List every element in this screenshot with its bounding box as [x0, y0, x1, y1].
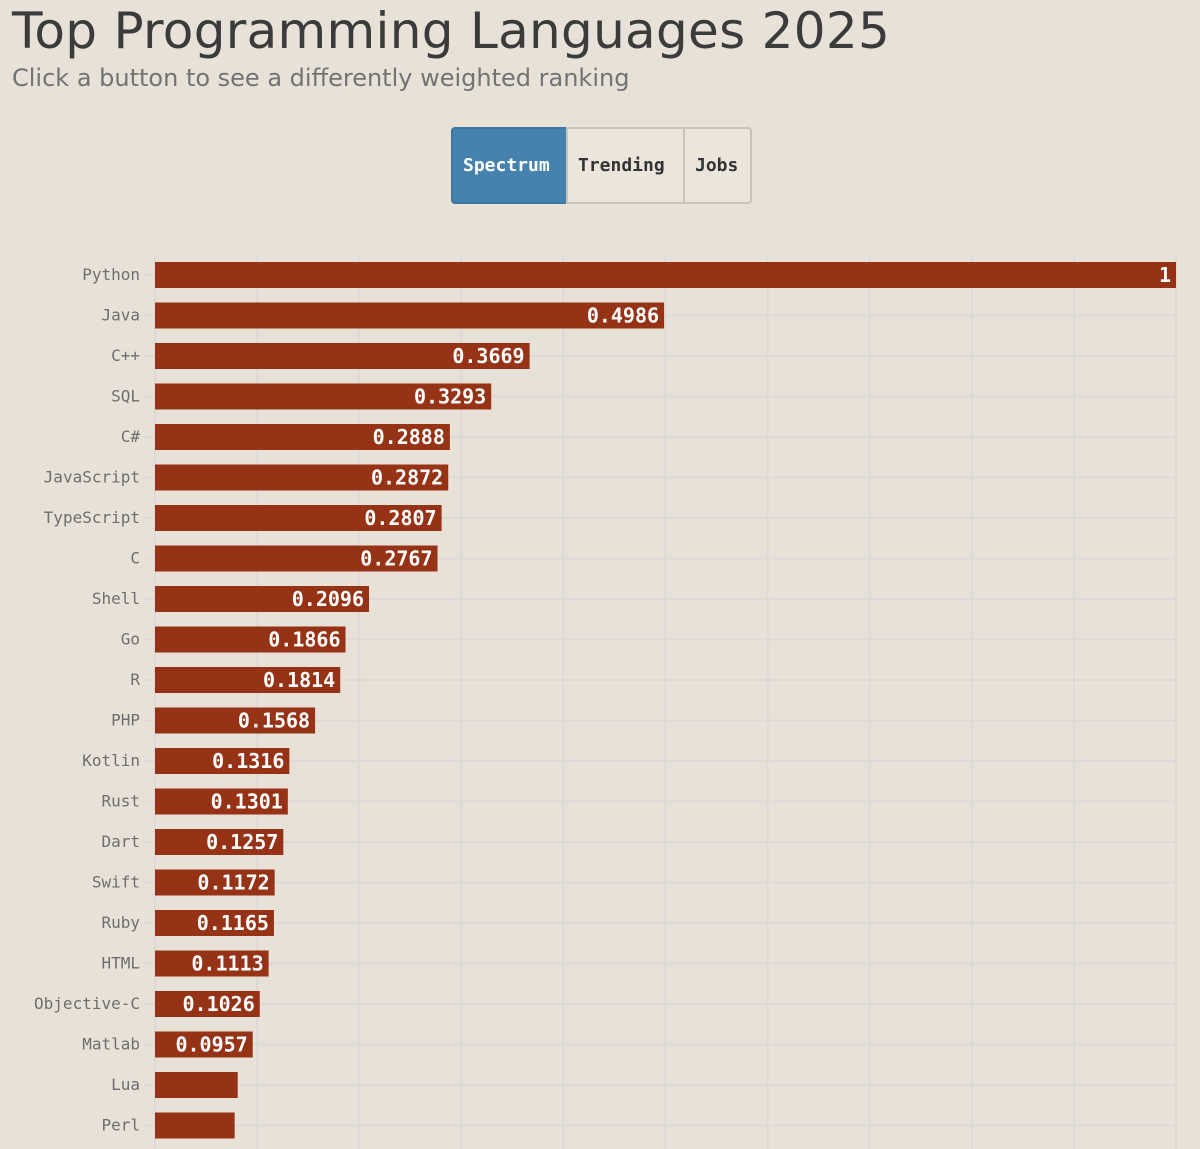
- value-label: 0.1568: [238, 709, 310, 733]
- trending-button[interactable]: Trending: [566, 127, 685, 204]
- category-label: Python: [82, 265, 140, 284]
- value-label: 0.1316: [212, 749, 284, 773]
- bar: [155, 262, 1176, 288]
- value-label: 0.1172: [197, 871, 269, 895]
- category-label: Rust: [101, 792, 140, 811]
- value-label: 0.3293: [414, 385, 486, 409]
- value-label: 1: [1159, 263, 1171, 287]
- jobs-button[interactable]: Jobs: [683, 127, 752, 204]
- value-label: 0.1814: [263, 668, 335, 692]
- value-label: 0.0957: [175, 1033, 247, 1057]
- value-label: 0.2888: [373, 425, 445, 449]
- bar: [155, 302, 665, 329]
- value-label: 0.1026: [183, 992, 255, 1016]
- bar: [155, 788, 288, 815]
- category-label: R: [130, 670, 140, 689]
- bar: [155, 626, 346, 653]
- bar: [155, 545, 438, 572]
- category-label: HTML: [101, 954, 140, 973]
- category-label: Ruby: [101, 913, 140, 932]
- bar: [155, 707, 316, 734]
- bar: [155, 343, 530, 369]
- category-label: Go: [121, 630, 140, 649]
- category-label: Kotlin: [82, 751, 140, 770]
- spectrum-button[interactable]: Spectrum: [451, 127, 568, 204]
- category-label: Dart: [101, 832, 140, 851]
- bar: [155, 950, 269, 977]
- category-label: SQL: [111, 387, 140, 406]
- bar: [155, 829, 284, 855]
- bar: [155, 464, 449, 491]
- category-label: Shell: [92, 589, 140, 608]
- page-title: Top Programming Languages 2025: [12, 2, 891, 60]
- value-label: 0.2807: [364, 506, 436, 530]
- category-label: Lua: [111, 1075, 140, 1094]
- value-label: 0.4986: [587, 304, 659, 328]
- bar: [155, 1031, 253, 1058]
- bar: [155, 505, 442, 531]
- bar: [155, 383, 492, 410]
- category-label: TypeScript: [44, 508, 140, 527]
- bar: [155, 910, 274, 936]
- category-label: JavaScript: [44, 468, 140, 487]
- value-label: 0.1866: [268, 628, 340, 652]
- bar: [155, 991, 260, 1017]
- bar: [155, 869, 275, 896]
- category-label: PHP: [111, 711, 140, 730]
- category-label: Swift: [92, 873, 140, 892]
- value-label: 0.1301: [211, 790, 283, 814]
- bar: [155, 1112, 235, 1139]
- value-label: 0.2096: [292, 587, 364, 611]
- bar: [155, 424, 450, 450]
- value-label: 0.1113: [191, 952, 263, 976]
- bar: [155, 586, 370, 612]
- category-label: C++: [111, 346, 140, 365]
- page-subtitle: Click a button to see a differently weig…: [12, 64, 630, 92]
- category-label: Objective-C: [34, 994, 140, 1013]
- category-label: Java: [101, 306, 140, 325]
- category-label: C#: [121, 427, 141, 446]
- value-label: 0.1257: [206, 830, 278, 854]
- value-label: 0.1165: [197, 911, 269, 935]
- value-label: 0.2767: [360, 547, 432, 571]
- bar: [155, 748, 290, 774]
- value-label: 0.2872: [371, 466, 443, 490]
- value-label: 0.3669: [452, 344, 524, 368]
- bar: [155, 1072, 238, 1098]
- ranking-toggle: Spectrum Trending Jobs: [451, 127, 752, 204]
- category-label: Matlab: [82, 1035, 140, 1054]
- category-label: C: [130, 549, 140, 568]
- bar: [155, 667, 341, 693]
- category-label: Perl: [101, 1116, 140, 1135]
